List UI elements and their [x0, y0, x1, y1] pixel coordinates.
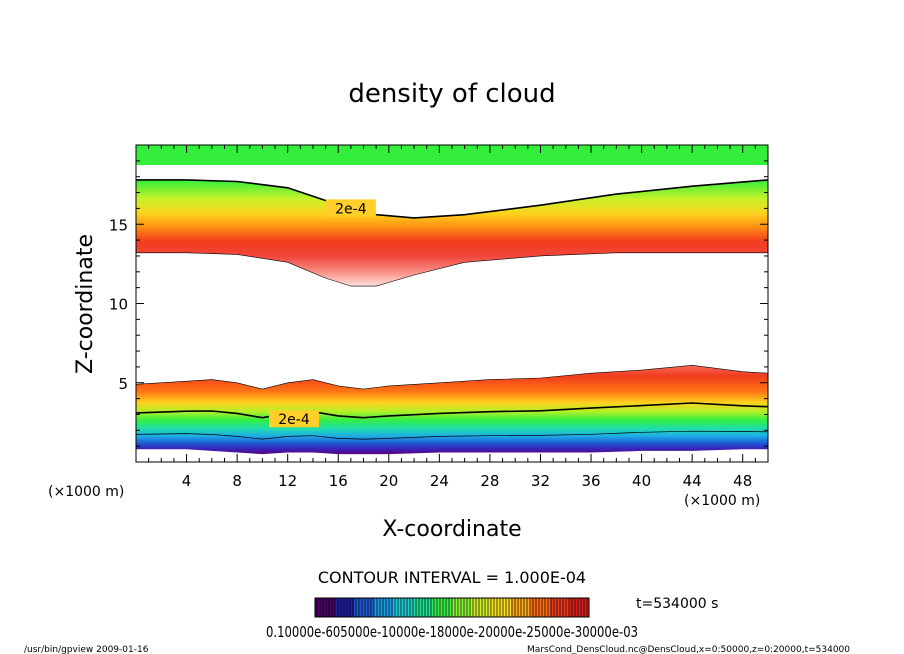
footer-left: /usr/bin/gpview 2009-01-16: [24, 645, 149, 654]
y-axis-ticks: 5 10 15: [109, 160, 768, 447]
lower-thin-contour: [136, 430, 768, 440]
y-tick-label: 15: [109, 216, 128, 234]
x-axis-ticks: 4 8 12 16 20 24 28 32 36 40 44 48: [148, 145, 756, 490]
colorbar-labels: 0.10000e-605000e-10000e-18000e-20000e-25…: [266, 623, 638, 641]
x-axis-label: X-coordinate: [382, 517, 521, 542]
colorbar-frame: [314, 597, 590, 618]
colorbar-swatch: [334, 598, 355, 617]
x-tick-label: 44: [683, 472, 702, 490]
colorbar: [314, 597, 590, 618]
x-axis-unit-left: (×1000 m): [48, 484, 124, 500]
x-tick-label: 32: [531, 472, 550, 490]
footer-right: MarsCond_DensCloud.nc@DensCloud,x=0:5000…: [527, 645, 850, 654]
x-axis-unit-right: (×1000 m): [684, 493, 760, 509]
plot-top-band: [136, 145, 768, 165]
y-axis-label: Z-coordinate: [73, 234, 98, 374]
contour-label-bg: [269, 410, 319, 428]
lower-cloud-layer: [136, 365, 768, 455]
time-label: t=534000 s: [636, 596, 718, 612]
x-tick-label: 8: [232, 472, 242, 490]
x-tick-label: 40: [632, 472, 651, 490]
lower-layer-top-edge: [136, 364, 768, 390]
y-tick-label: 10: [109, 296, 128, 314]
x-tick-label: 28: [480, 472, 499, 490]
colorbar-swatch: [569, 598, 590, 617]
contour-label: 2e-4: [335, 201, 367, 217]
contour-interval: CONTOUR INTERVAL = 1.000E-04: [318, 568, 586, 587]
upper-layer-bottom-edge: [136, 252, 768, 287]
colorbar-swatch: [471, 598, 492, 617]
x-tick-label: 12: [278, 472, 297, 490]
x-tick-label: 16: [329, 472, 348, 490]
x-tick-label: 24: [430, 472, 449, 490]
contour-label-bg: [325, 199, 376, 217]
upper-contour-line: [136, 179, 768, 219]
contour-labels: 2e-4 2e-4: [269, 199, 376, 428]
lower-contour-line: [136, 402, 768, 419]
chart-title: density of cloud: [348, 79, 555, 109]
x-tick-label: 4: [182, 472, 192, 490]
y-tick-label: 5: [118, 375, 128, 393]
upper-cloud-layer: [136, 179, 768, 287]
x-tick-label: 36: [581, 472, 600, 490]
contour-label: 2e-4: [278, 412, 310, 428]
x-tick-label: 20: [379, 472, 398, 490]
x-tick-label: 48: [733, 472, 752, 490]
colorbar-swatch: [432, 598, 453, 617]
